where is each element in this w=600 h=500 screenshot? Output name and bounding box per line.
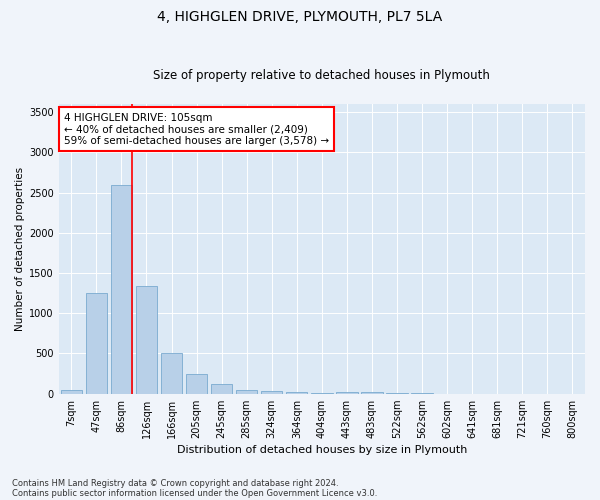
Bar [186,374,207,394]
Title: Size of property relative to detached houses in Plymouth: Size of property relative to detached ho… [154,69,490,82]
Bar [211,384,232,394]
Bar [136,286,157,394]
Bar [236,390,257,394]
Bar [111,186,132,394]
Bar [61,390,82,394]
Text: Contains public sector information licensed under the Open Government Licence v3: Contains public sector information licen… [12,488,377,498]
Bar [336,392,358,394]
Bar [86,293,107,394]
Bar [311,393,332,394]
Bar [261,392,283,394]
Bar [361,392,383,394]
Text: 4, HIGHGLEN DRIVE, PLYMOUTH, PL7 5LA: 4, HIGHGLEN DRIVE, PLYMOUTH, PL7 5LA [157,10,443,24]
Y-axis label: Number of detached properties: Number of detached properties [15,167,25,331]
Bar [286,392,307,394]
Text: 4 HIGHGLEN DRIVE: 105sqm
← 40% of detached houses are smaller (2,409)
59% of sem: 4 HIGHGLEN DRIVE: 105sqm ← 40% of detach… [64,112,329,146]
Bar [161,354,182,394]
Text: Contains HM Land Registry data © Crown copyright and database right 2024.: Contains HM Land Registry data © Crown c… [12,478,338,488]
X-axis label: Distribution of detached houses by size in Plymouth: Distribution of detached houses by size … [177,445,467,455]
